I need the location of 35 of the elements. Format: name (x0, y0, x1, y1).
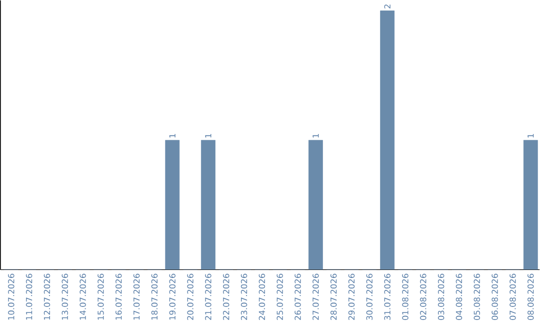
x-tick-label: 15.07.2026 (98, 274, 104, 320)
x-tick-label: 21.07.2026 (205, 274, 212, 320)
x-tick-label: 05.08.2026 (474, 274, 480, 320)
x-tick-label: 19.07.2026 (169, 274, 176, 320)
x-tick-label: 27.07.2026 (312, 274, 319, 320)
x-tick-label: 04.08.2026 (456, 274, 462, 320)
x-tick-label: 03.08.2026 (438, 274, 444, 320)
x-tick-label: 30.07.2026 (366, 274, 373, 320)
x-tick-label: 24.07.2026 (258, 274, 266, 320)
data-label: 1 (312, 134, 319, 138)
x-tick-label: 13.07.2026 (62, 274, 68, 320)
x-tick-label: 06.08.2026 (492, 274, 498, 320)
x-tick-label: 23.07.2026 (240, 274, 248, 320)
x-tick-label: 17.07.2026 (133, 274, 140, 320)
x-tick-label: 10.07.2026 (8, 274, 14, 320)
x-tick-label: 25.07.2026 (276, 274, 283, 320)
data-label: 2 (384, 4, 390, 8)
x-tick-label: 16.07.2026 (116, 274, 122, 320)
x-tick-label: 29.07.2026 (348, 274, 355, 320)
x-tick-label: 22.07.2026 (222, 274, 230, 320)
x-tick-label: 07.08.2026 (510, 274, 516, 320)
x-tick-label: 31.07.2026 (384, 274, 390, 320)
x-tick-label: 02.08.2026 (420, 274, 426, 320)
data-label: 1 (528, 134, 534, 138)
x-tick-label: 18.07.2026 (151, 274, 158, 320)
data-label: 1 (169, 134, 176, 138)
data-label: 1 (205, 134, 212, 138)
x-tick-label: 01.08.2026 (402, 274, 408, 320)
x-tick-label: 26.07.2026 (294, 274, 301, 320)
x-tick-label: 11.07.2026 (26, 274, 32, 320)
x-tick-label: 12.07.2026 (44, 274, 50, 320)
x-tick-label: 28.07.2026 (330, 274, 337, 320)
x-tick-label: 14.07.2026 (80, 274, 86, 320)
x-tick-label: 08.08.2026 (528, 274, 534, 320)
x-tick-label: 20.07.2026 (187, 274, 194, 320)
